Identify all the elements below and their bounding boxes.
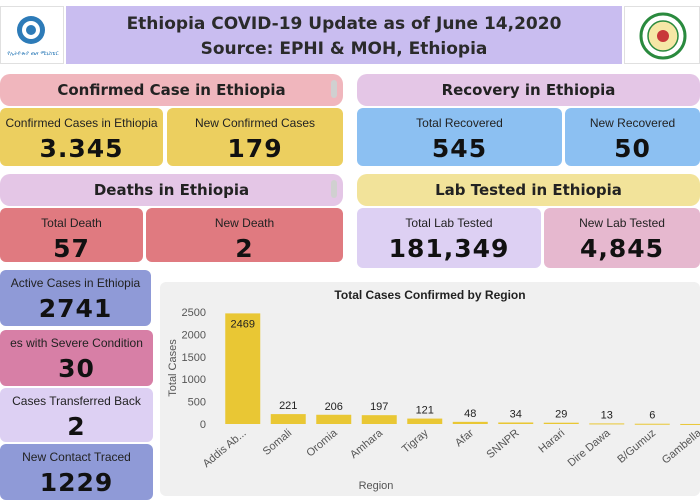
page-subtitle: Source: EPHI & MOH, Ethiopia <box>200 39 488 59</box>
lab-total-card: Total Lab Tested 181,349 <box>357 208 541 268</box>
confirmed-new-card: New Confirmed Cases 179 <box>167 108 343 166</box>
ephi-logo <box>624 6 700 64</box>
x-tick-label: Afar <box>453 427 476 449</box>
bar <box>225 313 261 424</box>
bar <box>589 423 625 425</box>
x-tick-label: Tigray <box>400 427 431 456</box>
confirmed-heading: Confirmed Case in Ethiopia <box>0 74 343 106</box>
severe-condition-value: 30 <box>58 354 95 383</box>
bar <box>361 415 397 424</box>
ministry-logo: የኢትዮጵያ ጤና ሚኒስቴር <box>0 6 64 64</box>
bar <box>680 423 700 425</box>
confirmed-total-label: Confirmed Cases in Ethiopia <box>5 116 158 130</box>
x-tick-label: SNNPR <box>484 427 521 461</box>
transferred-back-label: Cases Transferred Back <box>12 394 141 408</box>
data-label: 2469 <box>231 318 255 330</box>
contact-traced-label: New Contact Traced <box>22 450 131 464</box>
deaths-new-label: New Death <box>214 216 275 230</box>
y-tick-label: 1000 <box>182 374 206 386</box>
data-label: 6 <box>649 410 655 422</box>
deaths-heading: Deaths in Ethiopia <box>0 174 343 206</box>
data-label: 197 <box>370 401 388 413</box>
header-bar: Ethiopia COVID-19 Update as of June 14,2… <box>66 6 622 64</box>
bar <box>634 423 670 425</box>
severe-condition-card: es with Severe Condition 30 <box>0 330 153 386</box>
deaths-heading-text: Deaths in Ethiopia <box>93 181 250 199</box>
data-label: 13 <box>601 409 613 421</box>
active-cases-card: Active Cases in Ethiopia 2741 <box>0 270 151 326</box>
bar <box>407 418 443 424</box>
lab-new-value: 4,845 <box>579 234 665 263</box>
confirmed-total-card: Confirmed Cases in Ethiopia 3.345 <box>0 108 163 166</box>
deaths-new-card: New Death 2 <box>146 208 343 263</box>
lab-total-value: 181,349 <box>388 234 510 263</box>
confirmed-heading-text: Confirmed Case in Ethiopia <box>57 81 286 99</box>
recovery-new-label: New Recovered <box>589 116 676 130</box>
recovery-total-label: Total Recovered <box>416 116 503 130</box>
data-label: 34 <box>510 408 522 420</box>
lab-new-card: New Lab Tested 4,845 <box>544 208 700 268</box>
lab-new-label: New Lab Tested <box>579 216 665 230</box>
ministry-logo-icon: የኢትዮጵያ ጤና ሚኒስቴር <box>7 16 59 57</box>
x-tick-label: Amhara <box>348 427 386 462</box>
deaths-scrollbar[interactable] <box>331 180 337 198</box>
confirmed-total-value: 3.345 <box>39 134 124 163</box>
lab-total-label: Total Lab Tested <box>405 216 493 230</box>
y-axis-label: Total Cases <box>167 339 179 397</box>
lab-heading: Lab Tested in Ethiopia <box>357 174 700 206</box>
active-cases-value: 2741 <box>38 294 113 323</box>
page-title: Ethiopia COVID-19 Update as of June 14,2… <box>126 14 562 34</box>
bar <box>316 414 352 424</box>
active-cases-label: Active Cases in Ethiopia <box>10 276 141 290</box>
contact-traced-value: 1229 <box>39 468 114 497</box>
severe-condition-label: es with Severe Condition <box>10 336 143 350</box>
chart-title: Total Cases Confirmed by Region <box>334 288 526 302</box>
confirmed-scrollbar[interactable] <box>331 80 337 98</box>
recovery-heading-text: Recovery in Ethiopia <box>441 81 616 99</box>
bar <box>543 422 579 424</box>
confirmed-new-label: New Confirmed Cases <box>194 116 316 130</box>
deaths-total-card: Total Death 57 <box>0 208 143 263</box>
region-chart-panel: Total Cases Confirmed by Region 0 500 1000… <box>160 282 700 496</box>
x-tick-label: B/Gumuz <box>615 427 658 466</box>
contact-traced-card: New Contact Traced 1229 <box>0 444 153 500</box>
deaths-total-label: Total Death <box>41 216 102 230</box>
data-label: 221 <box>279 400 297 412</box>
ministry-logo-caption: የኢትዮጵያ ጤና ሚኒስቴር <box>7 51 58 57</box>
confirmed-new-value: 179 <box>227 134 283 163</box>
transferred-back-card: Cases Transferred Back 2 <box>0 388 153 442</box>
y-tick-label: 500 <box>188 397 206 409</box>
deaths-total-value: 57 <box>53 234 90 263</box>
region-bar-chart: 0 500 1000 1500 2000 2500 Total Cases 2469 Addis… <box>167 307 700 492</box>
ephi-seal-icon <box>639 12 687 60</box>
x-tick-label: Harari <box>537 427 568 455</box>
x-tick-label: Somali <box>261 427 294 458</box>
recovery-total-card: Total Recovered 545 <box>357 108 562 166</box>
recovery-heading: Recovery in Ethiopia <box>357 74 700 106</box>
recovery-new-value: 50 <box>614 134 651 163</box>
lab-heading-text: Lab Tested in Ethiopia <box>435 181 622 199</box>
x-tick-label: Dire Dawa <box>566 427 614 470</box>
data-label: 29 <box>555 409 567 421</box>
x-axis-label: Region <box>359 480 394 492</box>
recovery-new-card: New Recovered 50 <box>565 108 700 166</box>
data-label: 121 <box>416 405 434 417</box>
x-tick-label: Addis Ab... <box>201 427 249 470</box>
y-tick-label: 1500 <box>182 352 206 364</box>
y-tick-label: 2000 <box>182 329 206 341</box>
bar <box>452 421 488 424</box>
data-label: 48 <box>464 408 476 420</box>
recovery-total-value: 545 <box>431 134 488 163</box>
x-tick-label: Oromia <box>304 427 340 460</box>
bar <box>270 414 306 424</box>
y-tick-label: 2500 <box>182 307 206 319</box>
transferred-back-value: 2 <box>67 412 86 441</box>
deaths-new-value: 2 <box>235 234 254 263</box>
x-tick-label: Gambella <box>660 427 700 467</box>
data-label: 206 <box>325 401 343 413</box>
bar <box>498 422 534 424</box>
y-tick-label: 0 <box>200 419 206 431</box>
